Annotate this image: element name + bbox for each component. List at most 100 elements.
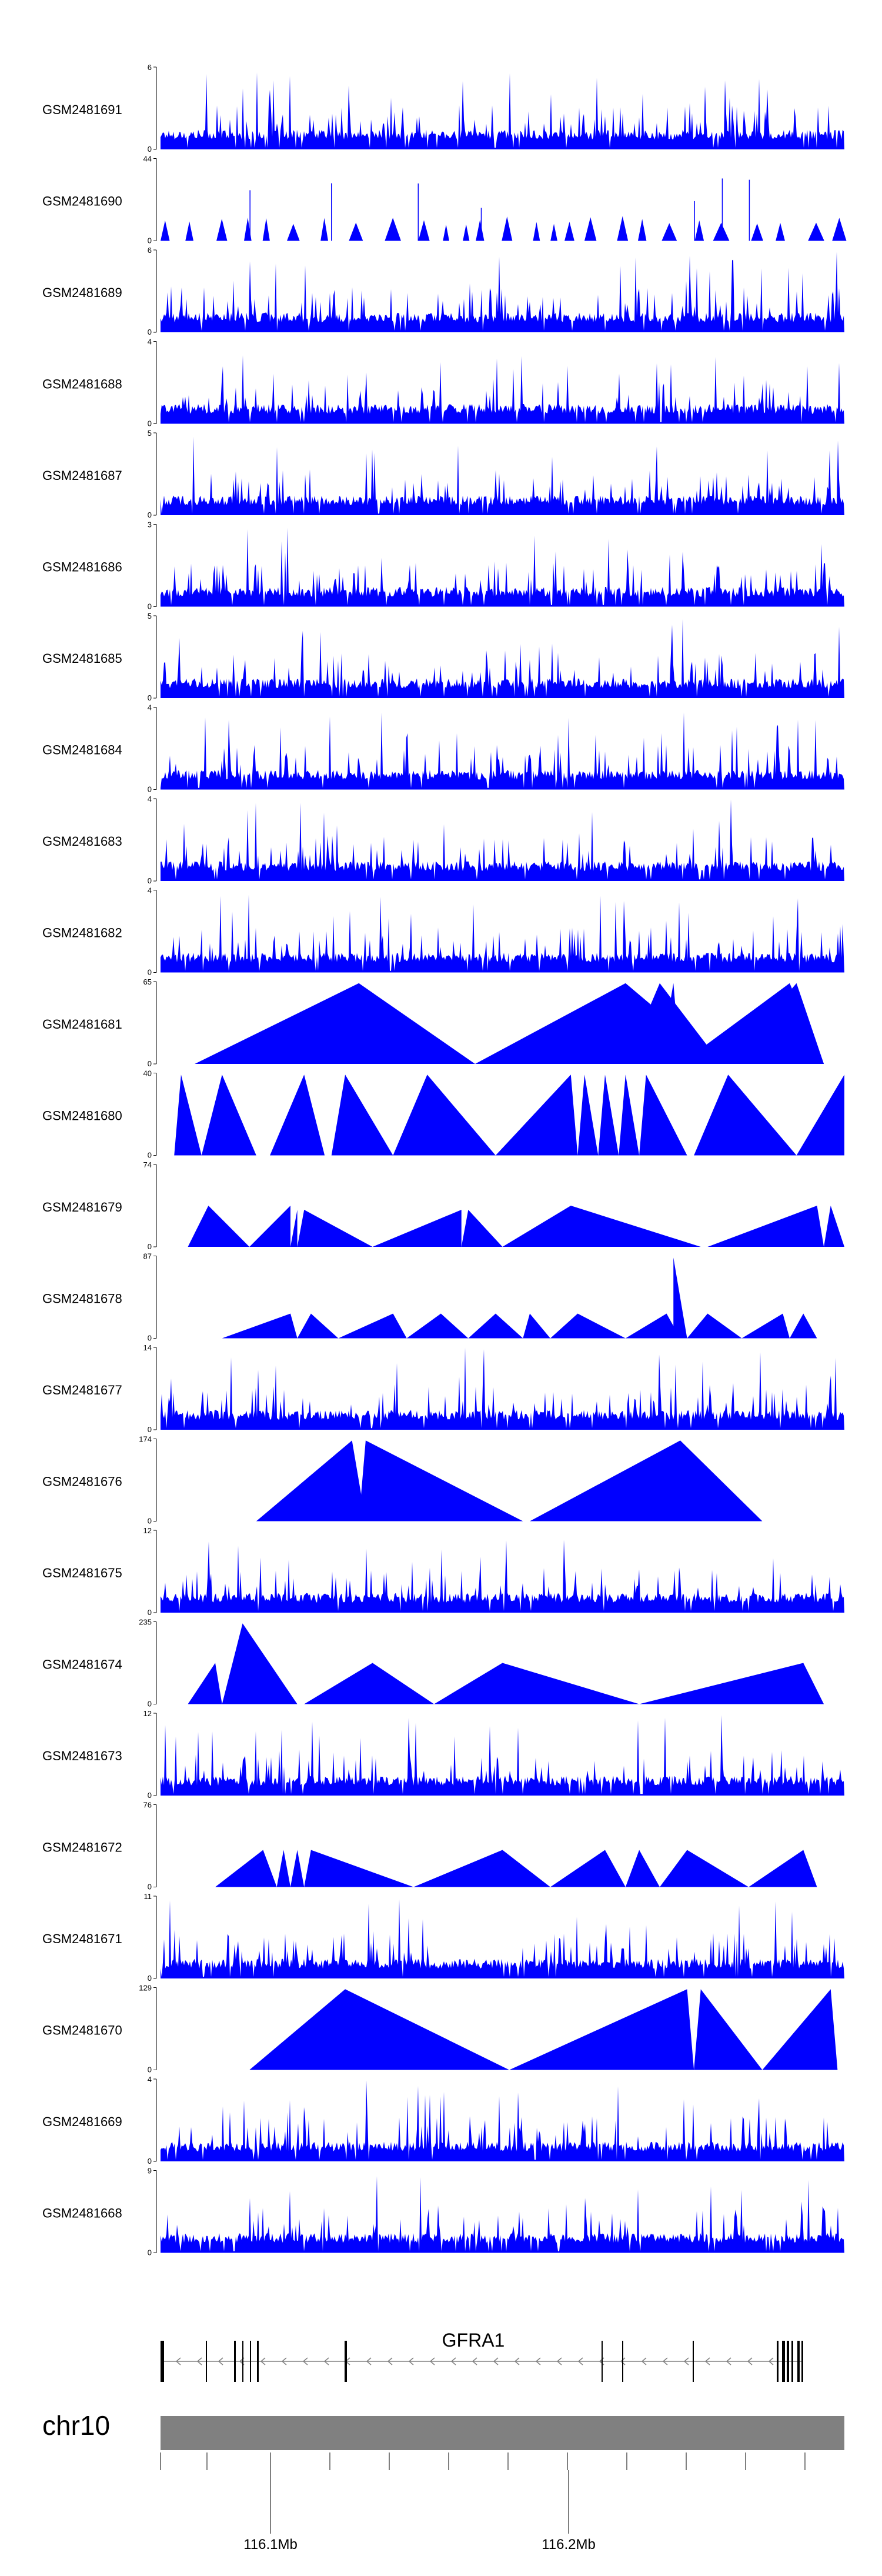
signal-area <box>161 252 844 332</box>
signal-peak <box>625 1313 680 1339</box>
track-GSM2481686: GSM2481686 3 0 <box>42 520 844 611</box>
track-label: GSM2481685 <box>42 651 122 666</box>
gene-exon <box>777 2341 779 2382</box>
signal-peak <box>372 1210 462 1247</box>
y-max-label: 4 <box>148 2075 152 2084</box>
y-min-label: 0 <box>148 1242 152 1251</box>
strand-arrow <box>493 2357 499 2365</box>
signal-peak <box>789 1313 817 1339</box>
signal-peak <box>468 1313 523 1339</box>
chromosome-ideogram: chr10 116.1Mb 116.2Mb <box>42 2410 844 2552</box>
gene-exon <box>206 2341 207 2382</box>
strand-arrow <box>514 2357 520 2365</box>
signal-peak <box>687 1313 742 1339</box>
signal-peak <box>249 1206 290 1247</box>
y-max-label: 129 <box>139 1984 152 1993</box>
track-label: GSM2481671 <box>42 1931 122 1946</box>
track-GSM2481684: GSM2481684 4 0 <box>42 703 844 794</box>
signal-peak <box>359 1440 523 1521</box>
track-label: GSM2481674 <box>42 1657 122 1672</box>
signal-peak <box>639 1075 687 1156</box>
gene-exon <box>602 2341 603 2382</box>
y-min-label: 0 <box>148 1608 152 1617</box>
strand-arrow <box>323 2357 329 2365</box>
strand-arrow <box>450 2357 456 2365</box>
gene-exon <box>801 2341 803 2382</box>
y-min-label: 0 <box>148 602 152 611</box>
strand-arrow <box>281 2357 287 2365</box>
track-GSM2481669: GSM2481669 4 0 <box>42 2075 844 2165</box>
track-GSM2481688: GSM2481688 4 0 <box>42 338 844 428</box>
signal-peak <box>188 1663 222 1704</box>
track-label: GSM2481678 <box>42 1292 122 1306</box>
strand-arrow <box>196 2357 202 2365</box>
track-label: GSM2481669 <box>42 2114 122 2129</box>
track-label: GSM2481684 <box>42 743 122 758</box>
signal-peak <box>338 1313 407 1339</box>
y-max-label: 4 <box>148 795 152 803</box>
track-GSM2481687: GSM2481687 5 0 <box>42 429 844 519</box>
y-min-label: 0 <box>148 419 152 428</box>
track-label: GSM2481668 <box>42 2206 122 2221</box>
y-max-label: 87 <box>143 1252 152 1261</box>
strand-arrow <box>429 2357 435 2365</box>
signal-area <box>161 1899 844 1978</box>
signal-peak <box>393 1075 496 1156</box>
y-max-label: 76 <box>143 1801 152 1810</box>
signal-peak <box>796 1075 844 1156</box>
signal-peak <box>694 1989 763 2070</box>
signal-area <box>161 799 844 881</box>
track-label: GSM2481679 <box>42 1200 122 1214</box>
signal-peak <box>495 1075 578 1156</box>
signal-area <box>161 1715 844 1796</box>
track-GSM2481672: GSM2481672 76 0 <box>42 1801 817 1891</box>
signal-area <box>161 2080 844 2161</box>
strand-arrow <box>535 2357 541 2365</box>
strand-arrow <box>556 2357 562 2365</box>
y-min-label: 0 <box>148 1700 152 1709</box>
gene-exon <box>161 2341 164 2382</box>
strand-arrow <box>302 2357 308 2365</box>
signal-area <box>161 895 844 973</box>
signal-area <box>161 1347 844 1430</box>
signal-peak <box>741 1313 790 1339</box>
track-label: GSM2481673 <box>42 1749 122 1763</box>
signal-peak <box>174 1075 202 1156</box>
signal-area <box>161 1540 844 1613</box>
axis-tick-label-1: 116.1Mb <box>243 2537 298 2552</box>
gene-exon <box>242 2341 243 2382</box>
signal-peak <box>502 1206 701 1247</box>
track-label: GSM2481670 <box>42 2023 122 2038</box>
y-min-label: 0 <box>148 1425 152 1434</box>
strand-arrow <box>387 2357 393 2365</box>
gene-model-track: GFRA1 <box>161 2330 803 2382</box>
y-max-label: 40 <box>143 1069 152 1078</box>
axis-tick-label-2: 116.2Mb <box>542 2537 596 2552</box>
signal-peak <box>270 1075 325 1156</box>
signal-peak <box>550 1313 626 1339</box>
y-min-label: 0 <box>148 1883 152 1891</box>
strand-arrow <box>662 2357 668 2365</box>
signal-peak <box>406 1313 469 1339</box>
signal-peak <box>304 1663 435 1704</box>
track-label: GSM2481683 <box>42 834 122 849</box>
y-max-label: 12 <box>143 1709 152 1718</box>
signal-peak <box>222 1313 298 1339</box>
track-label: GSM2481681 <box>42 1017 122 1032</box>
track-label: GSM2481682 <box>42 926 122 940</box>
gene-exon <box>693 2341 694 2382</box>
strand-arrow <box>472 2357 477 2365</box>
track-GSM2481683: GSM2481683 4 0 <box>42 795 844 885</box>
y-max-label: 14 <box>143 1343 152 1352</box>
track-GSM2481673: GSM2481673 12 0 <box>42 1709 844 1800</box>
track-GSM2481675: GSM2481675 12 0 <box>42 1526 844 1617</box>
y-min-label: 0 <box>148 1059 152 1068</box>
track-label: GSM2481686 <box>42 560 122 575</box>
track-GSM2481676: GSM2481676 174 0 <box>42 1435 763 1526</box>
signal-peak <box>249 1989 510 2070</box>
signal-peak <box>824 1206 844 1247</box>
signal-peak <box>530 1440 763 1521</box>
track-GSM2481682: GSM2481682 4 0 <box>42 886 844 977</box>
signal-peak <box>694 1075 797 1156</box>
